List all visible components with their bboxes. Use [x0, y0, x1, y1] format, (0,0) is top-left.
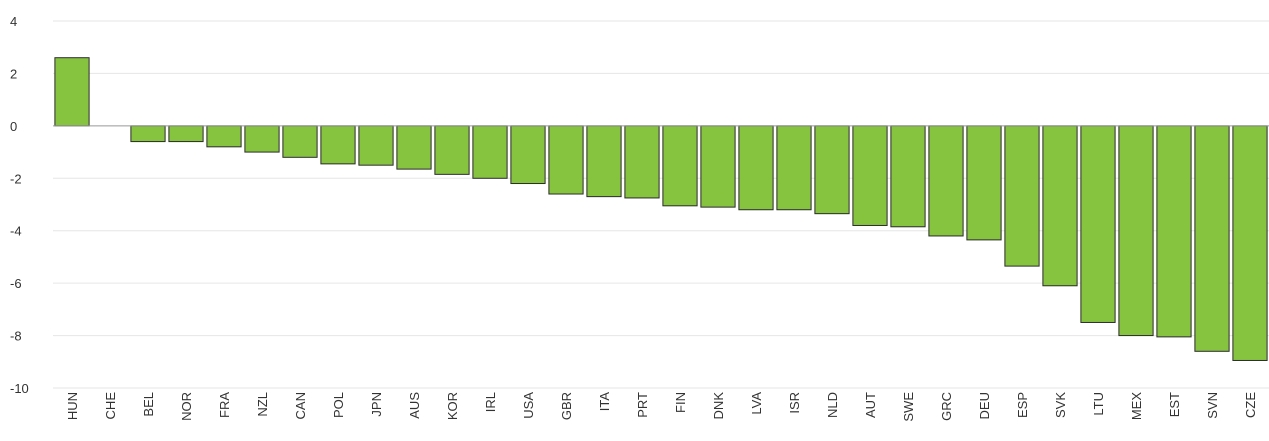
bar-cze	[1232, 125, 1268, 361]
bar-deu	[966, 125, 1002, 241]
bar-est	[1156, 125, 1192, 338]
y-tick-label: -4	[10, 224, 22, 239]
bar-jpn	[358, 125, 394, 166]
x-category-label: ESP	[1015, 392, 1030, 418]
x-category-label: LTU	[1091, 392, 1106, 416]
y-tick-label: 2	[10, 66, 17, 81]
bar-nzl	[244, 125, 280, 153]
y-tick-label: -8	[10, 329, 22, 344]
x-category-label: FIN	[673, 392, 688, 413]
bar-kor	[434, 125, 470, 175]
x-category-label: ISR	[787, 392, 802, 414]
bar-bel	[130, 125, 166, 143]
bar-svk	[1042, 125, 1078, 287]
x-category-label: GBR	[559, 392, 574, 420]
x-category-label: SVK	[1053, 392, 1068, 418]
x-category-label: NOR	[179, 392, 194, 421]
bar-fin	[662, 125, 698, 207]
bar-dnk	[700, 125, 736, 208]
x-category-label: ITA	[597, 392, 612, 412]
x-category-label: SWE	[901, 392, 916, 422]
bar-swe	[890, 125, 926, 228]
x-category-label: PRT	[635, 392, 650, 418]
x-category-label: JPN	[369, 392, 384, 417]
y-axis-ticks: 4 2 0 -2 -4 -6 -8 -10	[10, 14, 29, 396]
y-tick-label: -10	[10, 381, 29, 396]
x-category-label: AUT	[863, 392, 878, 418]
y-tick-label: 4	[10, 14, 17, 29]
bar-esp	[1004, 125, 1040, 267]
x-category-label: EST	[1167, 392, 1182, 417]
x-category-label: IRL	[483, 392, 498, 412]
x-category-label: HUN	[65, 392, 80, 420]
x-category-label: CHE	[103, 392, 118, 420]
y-tick-label: 0	[10, 119, 17, 134]
x-category-label: BEL	[141, 392, 156, 417]
bar-mex	[1118, 125, 1154, 337]
x-category-label: LVA	[749, 392, 764, 415]
bar-ita	[586, 125, 622, 198]
bar-aut	[852, 125, 888, 226]
grid-lines	[53, 20, 1269, 389]
bar-prt	[624, 125, 660, 199]
x-category-label: NLD	[825, 392, 840, 418]
x-category-label: DEU	[977, 392, 992, 419]
x-category-label: POL	[331, 392, 346, 418]
bar-usa	[510, 125, 546, 185]
x-category-label: DNK	[711, 392, 726, 420]
bar-fra	[206, 125, 242, 148]
bar-aus	[396, 125, 432, 170]
x-category-label: USA	[521, 392, 536, 419]
bar-nor	[168, 125, 204, 143]
bar-svn	[1194, 125, 1230, 352]
bar-pol	[320, 125, 356, 165]
bar-lva	[738, 125, 774, 211]
bar-gbr	[548, 125, 584, 195]
bar-grc	[928, 125, 964, 237]
x-category-label: FRA	[217, 392, 232, 418]
bar-ltu	[1080, 125, 1116, 323]
x-category-label: GRC	[939, 392, 954, 421]
bar-can	[282, 125, 318, 158]
bar-irl	[472, 125, 508, 179]
x-category-label: SVN	[1205, 392, 1220, 419]
x-category-label: NZL	[255, 392, 270, 417]
x-category-label: MEX	[1129, 392, 1144, 421]
y-tick-label: -6	[10, 276, 22, 291]
y-tick-label: -2	[10, 171, 22, 186]
x-category-label: CAN	[293, 392, 308, 419]
x-category-label: CZE	[1243, 392, 1258, 418]
bar-isr	[776, 125, 812, 211]
x-axis-labels: HUN CHE BEL NOR FRA NZL CAN POL JPN AUS KOR IRL USA G…	[65, 392, 1258, 422]
x-category-label: AUS	[407, 392, 422, 419]
bar-nld	[814, 125, 850, 215]
x-category-label: KOR	[445, 392, 460, 420]
bars	[54, 57, 1268, 361]
bar-hun	[54, 57, 90, 127]
